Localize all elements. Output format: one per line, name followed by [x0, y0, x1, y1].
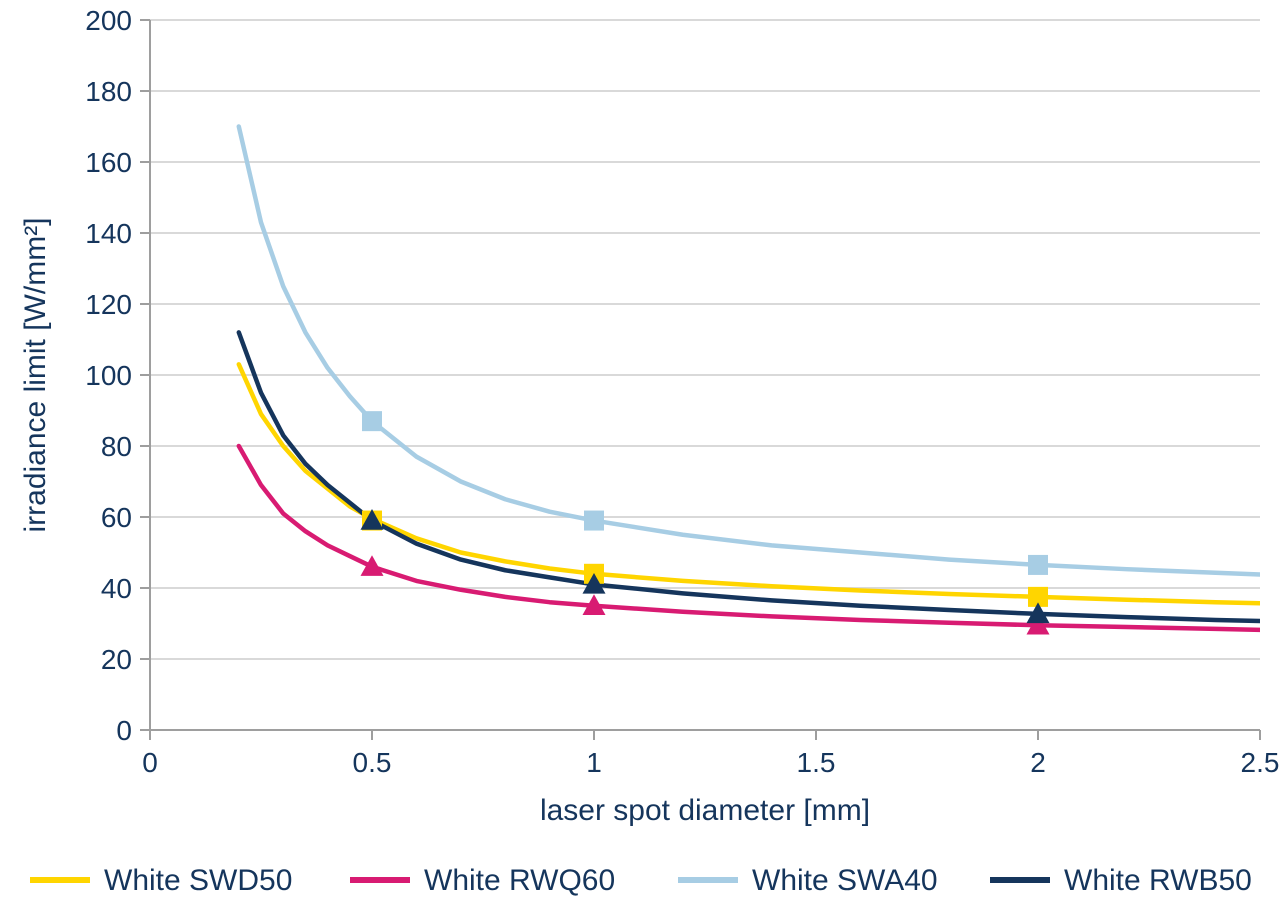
chart-container: 0 0.5 1 1.5 2 2.5 0 20 40 60 80 100 120 140 160 180 200 l… — [0, 0, 1280, 919]
y-tick-label: 160 — [85, 147, 132, 178]
data-marker — [1028, 555, 1048, 575]
legend-label: White SWD50 — [104, 864, 292, 897]
y-tick-label: 80 — [101, 431, 132, 462]
y-tick-label: 200 — [85, 5, 132, 36]
legend-label: White RWB50 — [1064, 864, 1252, 897]
y-tick-label: 0 — [116, 715, 132, 746]
x-tick-label: 2 — [1030, 747, 1046, 778]
y-tick-label: 100 — [85, 360, 132, 391]
legend-label: White RWQ60 — [424, 864, 615, 897]
y-tick-label: 20 — [101, 644, 132, 675]
x-tick-label: 1 — [586, 747, 602, 778]
x-tick-label: 1.5 — [797, 747, 836, 778]
data-marker — [362, 411, 382, 431]
x-axis-label: laser spot diameter [mm] — [540, 794, 870, 827]
x-tick-label: 0 — [142, 747, 158, 778]
y-tick-label: 40 — [101, 573, 132, 604]
x-tick-label: 0.5 — [353, 747, 392, 778]
x-tick-label: 2.5 — [1241, 747, 1280, 778]
irradiance-chart: 0 0.5 1 1.5 2 2.5 0 20 40 60 80 100 120 140 160 180 200 l… — [0, 0, 1280, 919]
y-tick-label: 180 — [85, 76, 132, 107]
y-tick-label: 120 — [85, 289, 132, 320]
data-marker — [584, 511, 604, 531]
legend-label: White SWA40 — [752, 864, 938, 897]
y-axis-label: irradiance limit [W/mm²] — [19, 217, 52, 532]
y-tick-label: 60 — [101, 502, 132, 533]
y-tick-label: 140 — [85, 218, 132, 249]
